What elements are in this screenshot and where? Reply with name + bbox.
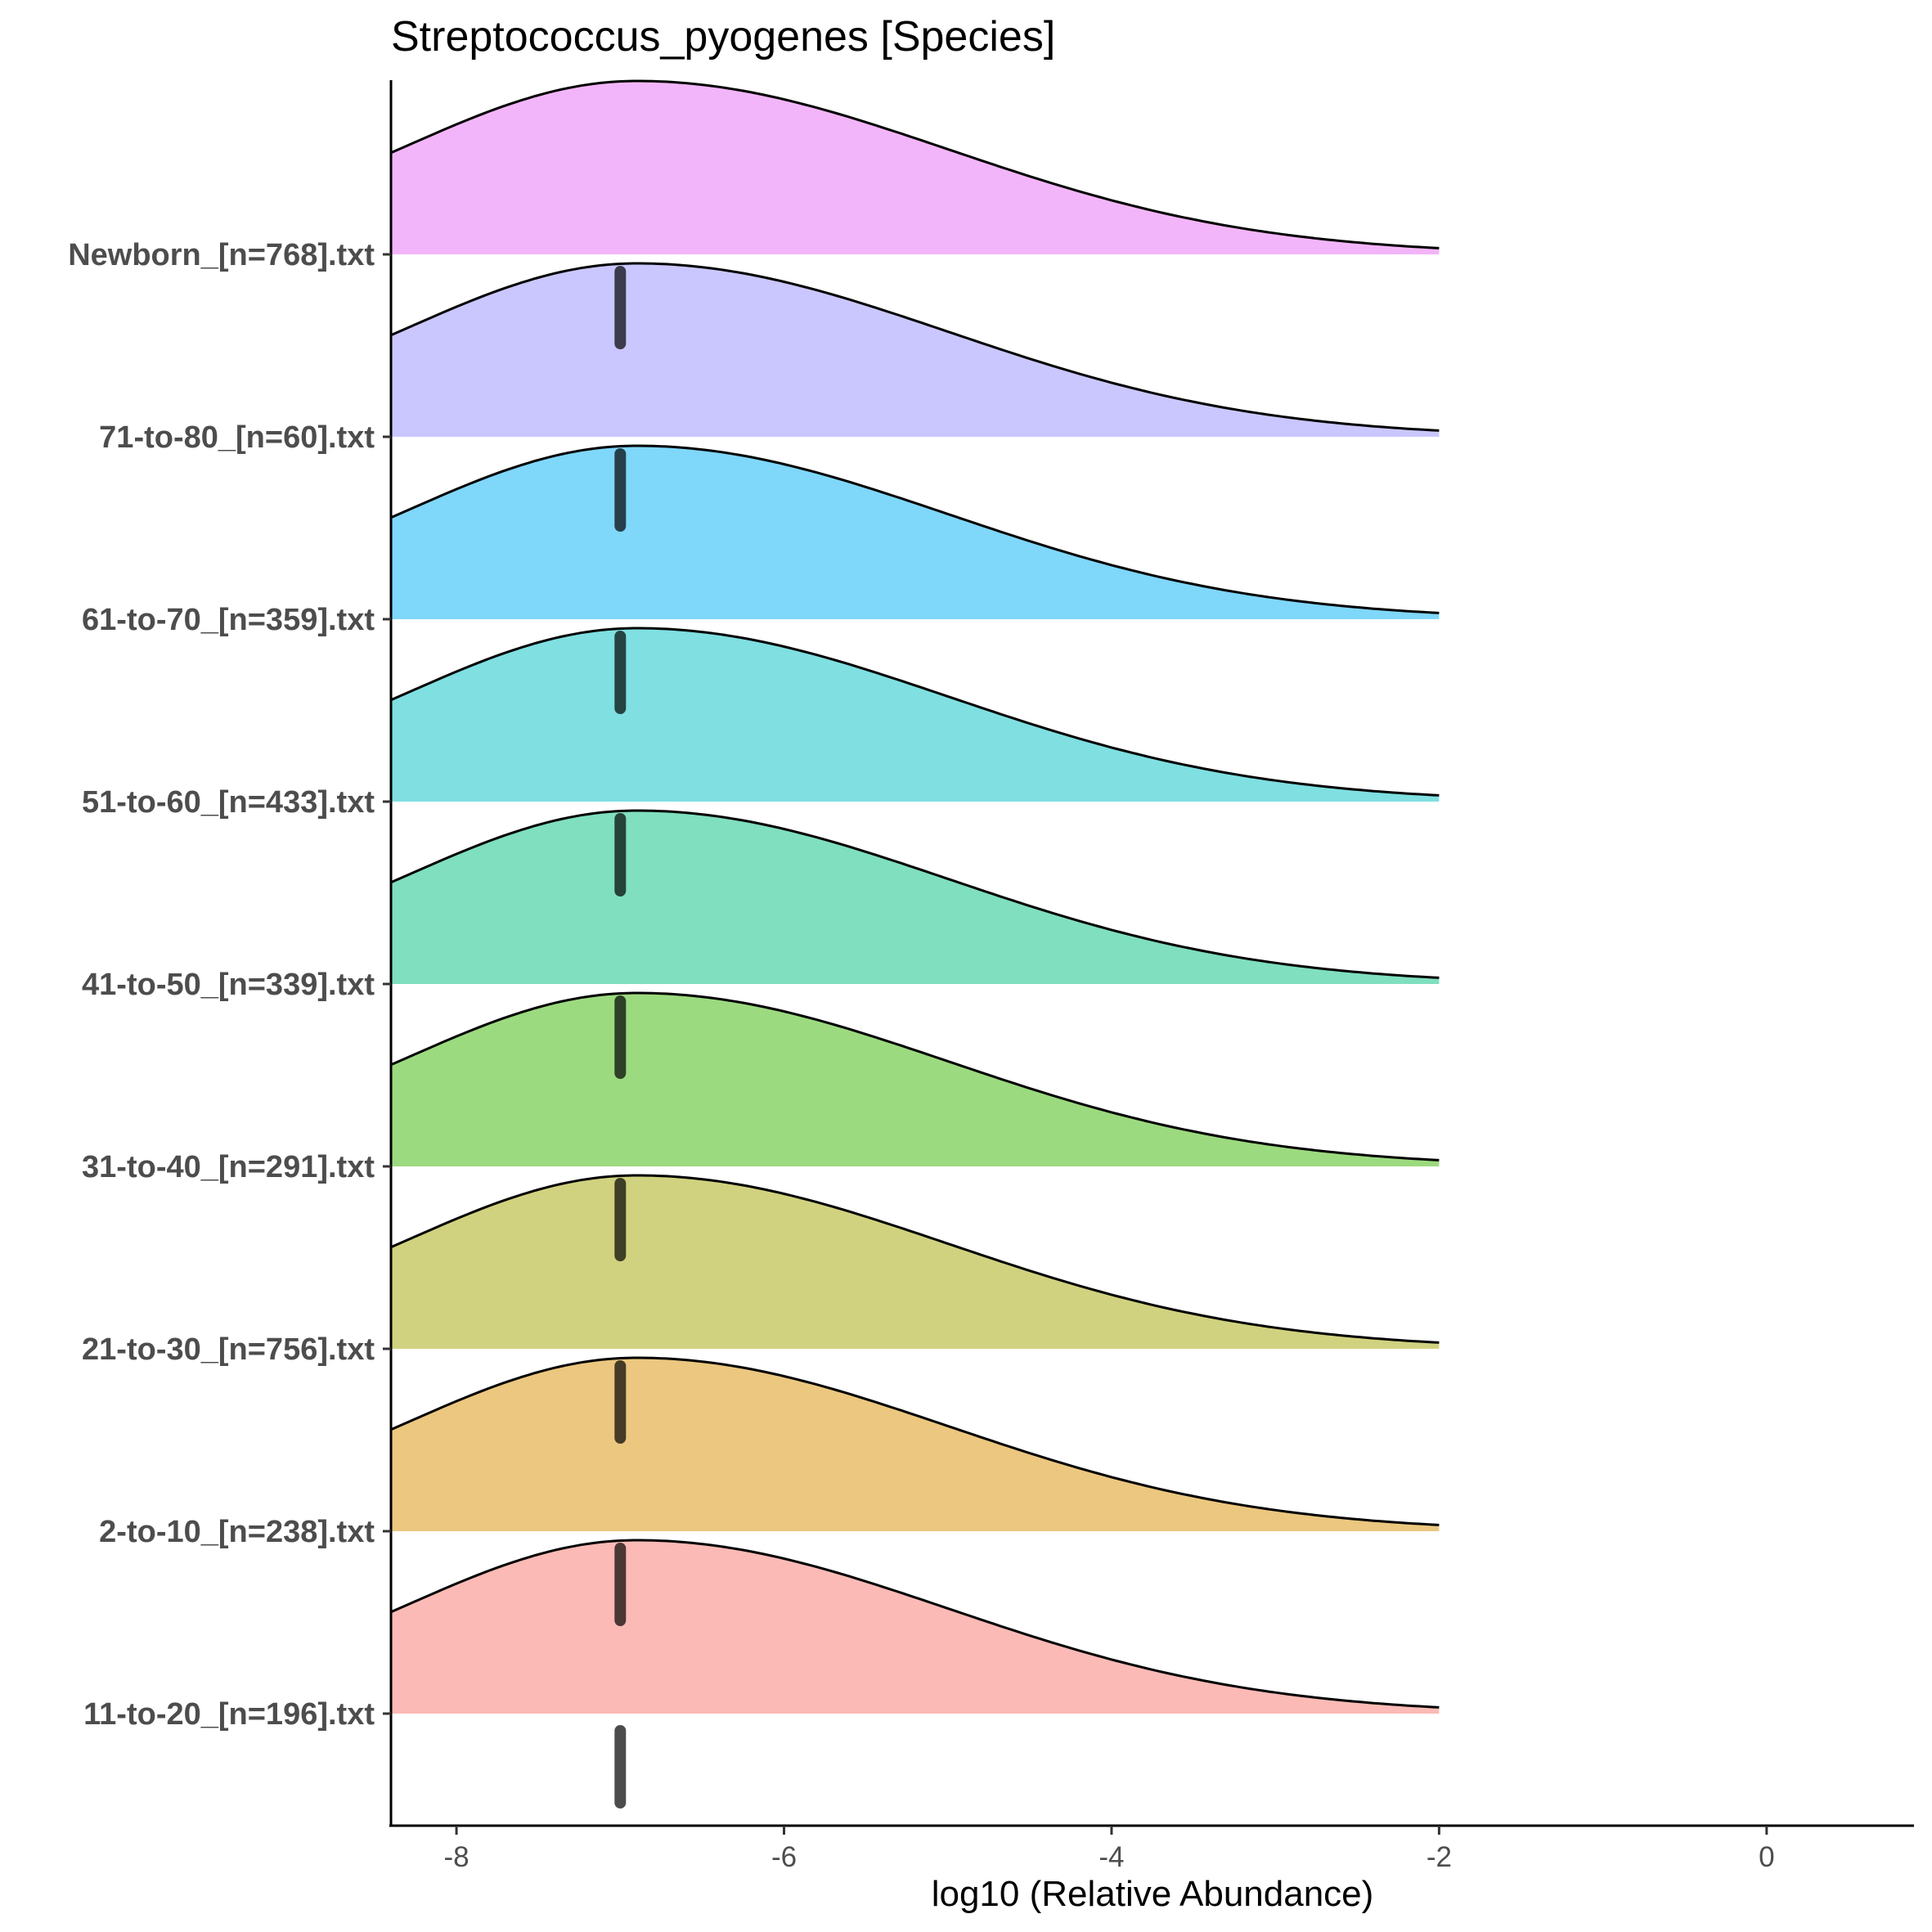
y-tick-label: Newborn_[n=768].txt xyxy=(68,238,375,272)
ridge-area xyxy=(391,1358,1440,1531)
x-tick-label: -4 xyxy=(1099,1841,1124,1873)
x-tick-label: -6 xyxy=(771,1841,797,1873)
y-tick-label: 2-to-10_[n=238].txt xyxy=(99,1515,375,1549)
y-tick-label: 71-to-80_[n=60].txt xyxy=(99,420,375,455)
ridge-outline xyxy=(390,809,1440,979)
x-tick-label: 0 xyxy=(1759,1841,1774,1873)
ridge-outline xyxy=(390,627,1440,797)
chart-title: Streptococcus_pyogenes [Species] xyxy=(391,13,1055,61)
ridge-area xyxy=(391,628,1440,802)
y-tick-label: 61-to-70_[n=359].txt xyxy=(82,603,375,637)
y-ticks-group: 11-to-20_[n=196].txt 2-to-10_[n=238].txt 2… xyxy=(68,238,391,1732)
x-tick-label: -8 xyxy=(444,1841,470,1873)
y-tick-label: 31-to-40_[n=291].txt xyxy=(82,1150,375,1184)
y-tick-label: 11-to-20_[n=196].txt xyxy=(83,1697,375,1732)
ridge-outline xyxy=(390,262,1440,432)
ridge-area xyxy=(391,1540,1440,1714)
ridge-outline xyxy=(390,1539,1440,1709)
ridge-outline xyxy=(390,79,1440,249)
ridge-outline xyxy=(390,1356,1440,1526)
ridge-area xyxy=(391,993,1440,1166)
x-axis-label: log10 (Relative Abundance) xyxy=(932,1874,1374,1914)
ridge-outline xyxy=(390,991,1440,1161)
ridge-area xyxy=(391,81,1440,254)
ridge-area xyxy=(391,446,1440,619)
ridge-area xyxy=(391,263,1440,437)
x-tick-label: -2 xyxy=(1427,1841,1452,1873)
ridge-area xyxy=(391,1175,1440,1349)
ridges-group xyxy=(390,79,1440,1714)
x-ticks-group: -8 -6 -4 -2 0 xyxy=(444,1826,1775,1873)
y-tick-label: 51-to-60_[n=433].txt xyxy=(82,785,375,820)
ridge-outline xyxy=(390,1174,1440,1344)
y-tick-label: 21-to-30_[n=756].txt xyxy=(82,1332,375,1367)
ridge-area xyxy=(391,811,1440,984)
y-tick-label: 41-to-50_[n=339].txt xyxy=(82,968,375,1002)
ridge-outline xyxy=(390,444,1440,614)
